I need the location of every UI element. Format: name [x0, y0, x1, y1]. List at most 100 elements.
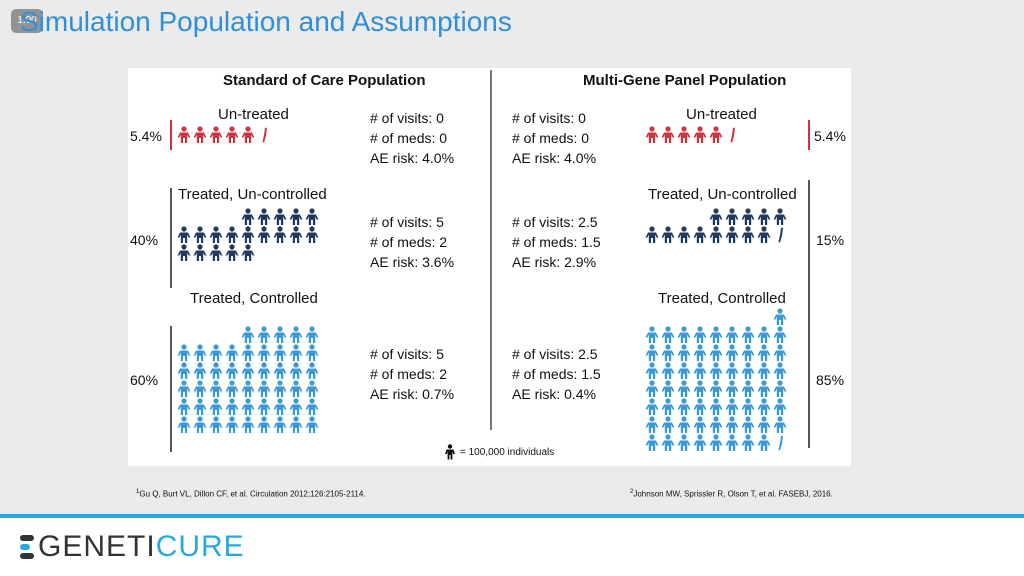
person-icon: [273, 416, 287, 433]
logo-mark-icon: [20, 535, 34, 559]
person-icon: [709, 416, 723, 433]
person-icon: [741, 344, 755, 361]
person-icon: [645, 398, 659, 415]
person-icon: [693, 416, 707, 433]
person-icon: [305, 208, 319, 225]
person-icon: [193, 226, 207, 243]
person-icon: [709, 362, 723, 379]
person-icon: [693, 126, 707, 143]
person-icon: [661, 326, 675, 343]
soc-heading: Standard of Care Population: [223, 72, 426, 89]
person-icon: [209, 416, 223, 433]
person-icon: [193, 362, 207, 379]
person-icon: [709, 398, 723, 415]
icon-spacer: [692, 308, 708, 326]
person-icon: [257, 416, 271, 433]
person-icon: [289, 344, 303, 361]
person-icon: [241, 326, 255, 343]
soc-controlled-icons: [176, 326, 320, 434]
person-icon: [193, 416, 207, 433]
mgp-untreated-icons: [644, 126, 740, 144]
person-icon: [445, 444, 455, 460]
person-icon: [177, 380, 191, 397]
person-icon: [773, 416, 787, 433]
person-icon: [661, 434, 675, 451]
person-icon: [289, 226, 303, 243]
stat-meds: # of meds: 1.5: [512, 366, 601, 382]
icon-spacer: [176, 208, 192, 226]
slide-title: Simulation Population and Assumptions: [20, 6, 512, 37]
person-icon: [645, 362, 659, 379]
person-icon: [257, 380, 271, 397]
person-icon: [725, 434, 739, 451]
person-icon: [661, 380, 675, 397]
person-icon: [709, 326, 723, 343]
stat-visits: # of visits: 0: [370, 110, 444, 126]
person-icon: [741, 380, 755, 397]
person-icon: [741, 362, 755, 379]
mgp-uncontrolled-icons: [644, 208, 788, 244]
soc-controlled-stats: # of visits: 5 # of meds: 2 AE risk: 0.7…: [370, 344, 454, 404]
person-icon: [209, 344, 223, 361]
stat-visits: # of visits: 0: [512, 110, 586, 126]
person-icon: [693, 362, 707, 379]
stat-ae-risk: AE risk: 2.9%: [512, 254, 597, 270]
person-icon: [177, 226, 191, 243]
soc-uncontrolled-pct: 40%: [130, 232, 159, 248]
person-icon: [241, 416, 255, 433]
soc-untreated-stats: # of visits: 0 # of meds: 0 AE risk: 4.0…: [370, 108, 454, 168]
icon-spacer: [756, 308, 772, 326]
person-icon: [225, 126, 239, 143]
person-icon: [289, 380, 303, 397]
person-icon: [273, 208, 287, 225]
person-icon: [709, 126, 723, 143]
stat-ae-risk: AE risk: 4.0%: [512, 150, 597, 166]
person-icon: [693, 326, 707, 343]
person-icon: [757, 226, 771, 243]
person-icon: [741, 226, 755, 243]
person-icon: [193, 344, 207, 361]
icon-spacer: [660, 208, 676, 226]
person-icon: [225, 416, 239, 433]
icon-spacer: [208, 208, 224, 226]
footer: [0, 518, 1024, 576]
person-icon: [241, 126, 255, 143]
person-icon: [289, 362, 303, 379]
person-icon: [725, 380, 739, 397]
stat-meds: # of meds: 1.5: [512, 234, 601, 250]
icon-spacer: [708, 308, 724, 326]
person-icon: [193, 126, 207, 143]
stat-visits: # of visits: 2.5: [512, 346, 598, 362]
stat-meds: # of meds: 0: [512, 130, 590, 146]
person-icon: [241, 244, 255, 261]
mgp-untreated-pct: 5.4%: [814, 128, 846, 144]
person-icon: [241, 380, 255, 397]
person-icon: [709, 380, 723, 397]
person-icon: [709, 226, 723, 243]
person-icon: [757, 380, 771, 397]
person-icon: [677, 344, 691, 361]
person-icon: [725, 344, 739, 361]
legend: = 100,000 individuals: [444, 444, 554, 460]
person-icon: [773, 208, 787, 225]
person-icon: [305, 380, 319, 397]
person-icon: [757, 416, 771, 433]
soc-uncontrolled-stats: # of visits: 5 # of meds: 2 AE risk: 3.6…: [370, 212, 454, 272]
icon-spacer: [224, 326, 240, 344]
person-icon: [225, 244, 239, 261]
partial-person-icon: [262, 127, 267, 143]
person-icon: [193, 244, 207, 261]
partial-person-icon: [778, 435, 783, 451]
mgp-heading: Multi-Gene Panel Population: [583, 72, 787, 89]
person-icon: [241, 344, 255, 361]
person-icon: [209, 244, 223, 261]
person-icon: [661, 126, 675, 143]
mgp-untreated-label: Un-treated: [686, 106, 757, 123]
stat-meds: # of meds: 2: [370, 366, 448, 382]
person-icon: [709, 434, 723, 451]
person-icon: [709, 208, 723, 225]
person-icon: [209, 226, 223, 243]
mgp-controlled-label: Treated, Controlled: [658, 290, 786, 307]
mgp-uncontrolled-label: Treated, Un-controlled: [648, 186, 797, 203]
icon-spacer: [224, 208, 240, 226]
